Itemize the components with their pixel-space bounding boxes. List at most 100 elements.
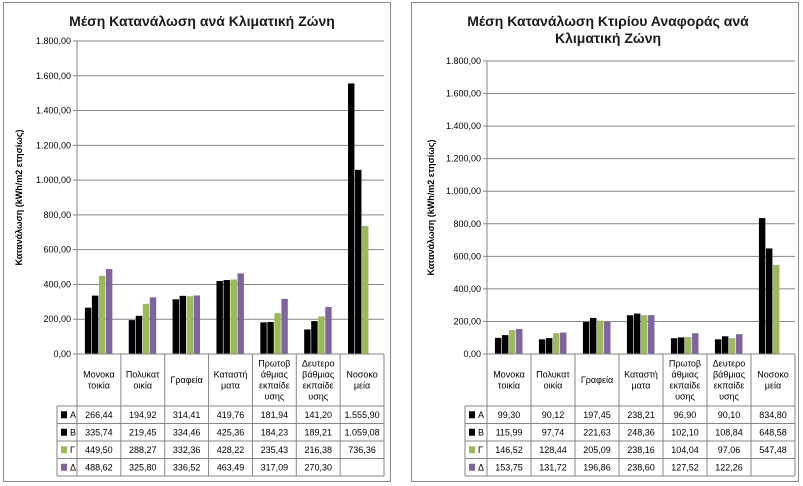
legend-key-Α: [61, 411, 67, 419]
data-table-value: 488,62: [85, 462, 113, 472]
data-table-value: 449,50: [85, 445, 113, 455]
bar-Α: [582, 321, 590, 354]
x-category-label: εκπαίδε: [303, 381, 334, 391]
legend-series-name: Β: [70, 427, 76, 437]
data-table-value: 127,52: [671, 462, 699, 472]
data-table-value: 97,06: [718, 445, 741, 455]
legend-key-Δ: [61, 463, 67, 471]
data-table-value: 196,86: [583, 462, 611, 472]
data-table-value: 128,44: [539, 445, 567, 455]
y-tick-label: 1.200,00: [446, 154, 481, 164]
data-table-value: 463,49: [217, 462, 245, 472]
bar-Α: [348, 83, 355, 354]
chart-panel-right: Μέση Κατανάλωση Κτιρίου Αναφοράς ανά Κλιμ…: [411, 2, 799, 482]
data-table-value: 336,52: [173, 462, 201, 472]
consumption-chart-left: Μέση Κατανάλωση ανά Κλιματική Ζώνη Κατανά…: [14, 13, 385, 477]
bar-Δ: [105, 269, 113, 354]
x-category-label: οικία: [133, 381, 152, 391]
x-category-label: μεία: [765, 381, 781, 391]
bar-Γ: [597, 320, 604, 354]
bar-Δ: [736, 334, 743, 354]
data-table-value: 235,43: [261, 445, 289, 455]
data-table-value: 425,36: [217, 427, 245, 437]
bar-Δ: [516, 328, 523, 354]
x-category-label: Καταστή: [214, 370, 248, 380]
bar-Β: [589, 317, 597, 354]
data-table-value: 332,36: [173, 445, 201, 455]
data-table-value: 266,44: [85, 410, 113, 420]
data-table-value: 238,16: [627, 445, 655, 455]
bar-Α: [714, 339, 722, 354]
x-category-label: βάθμιας: [713, 370, 746, 380]
data-table-value: 325,80: [129, 462, 157, 472]
chart-title: Κλιματική Ζώνη: [555, 30, 661, 46]
bar-Δ: [692, 333, 699, 354]
bar-Β: [545, 338, 553, 354]
x-category-label: Γραφεία: [581, 375, 613, 385]
x-category-label: Γραφεία: [170, 375, 202, 385]
data-table-value: 205,09: [583, 445, 611, 455]
bar-Δ: [648, 315, 655, 354]
x-category-label: Πολυκατ: [536, 370, 570, 380]
y-axis-label: Κατανάλωση (kWh/m2 ετησίως): [14, 129, 24, 265]
y-tick-label: 400,00: [453, 284, 481, 294]
data-table-value: 314,41: [173, 410, 201, 420]
bar-Α: [84, 307, 92, 354]
bar-Β: [91, 295, 99, 354]
bar-Γ: [186, 296, 194, 354]
bar-Β: [223, 280, 230, 354]
bar-Α: [670, 338, 678, 354]
legend-series-name: Γ: [70, 445, 75, 455]
data-table-value: 736,36: [348, 445, 376, 455]
legend-series-name: Γ: [478, 445, 483, 455]
data-table-value: 317,09: [261, 462, 289, 472]
y-tick-label: 0,00: [53, 349, 71, 359]
x-category-label: εκπαίδε: [714, 381, 745, 391]
legend-series-name: Β: [478, 427, 484, 437]
bar-Γ: [98, 275, 106, 354]
x-category-label: ματα: [221, 381, 240, 391]
data-table-value: 104,04: [671, 445, 699, 455]
x-category-label: οικία: [544, 381, 563, 391]
data-table-value: 1.555,90: [345, 410, 380, 420]
bar-Γ: [553, 333, 560, 354]
bar-Γ: [773, 264, 780, 354]
bar-Δ: [325, 306, 332, 354]
x-category-label: τοικία: [498, 381, 520, 391]
y-tick-label: 800,00: [453, 219, 481, 229]
bar-Δ: [237, 273, 244, 354]
data-table-value: 184,23: [261, 427, 289, 437]
bar-Β: [677, 337, 685, 354]
data-table-value: 115,99: [496, 427, 523, 437]
legend-key-Γ: [61, 446, 67, 454]
x-category-label: Πρωτοβ: [669, 359, 701, 369]
bar-Α: [626, 315, 634, 354]
legend-series-name: Α: [478, 410, 484, 420]
x-category-label: Νοσοκο: [346, 370, 377, 380]
legend-key-Α: [469, 411, 475, 419]
data-table-value: 90,10: [718, 410, 741, 420]
y-tick-label: 1.600,00: [446, 89, 481, 99]
data-table-value: 547,48: [759, 445, 787, 455]
x-category-label: άθμιας: [261, 370, 289, 380]
data-table-value: 99,30: [498, 410, 521, 420]
data-table-value: 238,60: [627, 462, 655, 472]
bar-Β: [355, 169, 362, 354]
x-category-label: Καταστή: [624, 370, 658, 380]
x-category-label: υσης: [308, 392, 328, 402]
bar-Α: [128, 320, 136, 354]
y-tick-label: 1.000,00: [446, 186, 481, 196]
x-category-label: Πολυκατ: [126, 370, 160, 380]
data-table-value: 428,22: [217, 445, 245, 455]
bar-Β: [765, 248, 773, 354]
data-table-value: 197,45: [583, 410, 611, 420]
data-table-value: 102,10: [671, 427, 699, 437]
bar-Γ: [509, 330, 516, 354]
bar-Δ: [560, 332, 567, 354]
data-table-value: 288,27: [129, 445, 157, 455]
bar-Β: [179, 295, 187, 354]
legend-key-Β: [469, 428, 475, 436]
bar-Α: [304, 329, 311, 354]
y-tick-label: 400,00: [43, 279, 71, 289]
bar-Α: [172, 299, 180, 354]
